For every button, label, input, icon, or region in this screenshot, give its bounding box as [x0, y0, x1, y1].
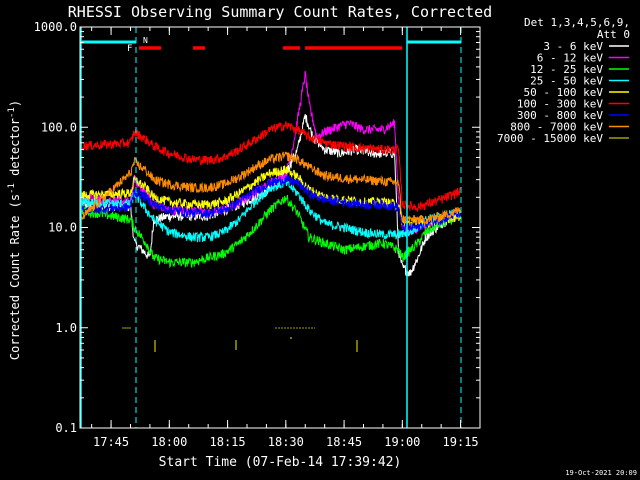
- y-tick-label-0: 1000.0: [34, 20, 77, 34]
- series-line-3: [79, 178, 461, 243]
- y-axis-label-exp1: -1: [7, 183, 17, 194]
- legend-label-5: 100 - 300 keV: [517, 98, 603, 111]
- plot-area: FN: [79, 26, 481, 429]
- data-traces: [79, 70, 461, 277]
- x-tick-label-4: 18:45: [326, 435, 362, 449]
- series-line-6: [79, 175, 461, 233]
- chart-title: RHESSI Observing Summary Count Rates, Co…: [68, 3, 492, 21]
- y-axis-label-exp2: -1: [7, 107, 17, 118]
- legend-label-8: 7000 - 15000 keV: [497, 132, 603, 145]
- overlays: FN: [80, 27, 462, 428]
- x-tick-label-0: 17:45: [93, 435, 129, 449]
- x-axis: 17:45 18:00 18:15 18:30 18:45 19:00 19:15: [91, 27, 481, 449]
- legend-label-3: 25 - 50 keV: [530, 75, 603, 88]
- y-axis-label: Corrected Count Rate (s-1 detector-1): [7, 100, 22, 360]
- y-axis-label-mid: detector: [8, 118, 22, 183]
- x-axis-label: Start Time (07-Feb-14 17:39:42): [159, 455, 402, 470]
- legend-label-6: 300 - 800 keV: [517, 109, 603, 122]
- legend-label-0: 3 - 6 keV: [543, 40, 603, 53]
- y-axis: 1000.0 100.0 10.0 1.0 0.1: [34, 20, 480, 435]
- x-tick-label-3: 18:30: [268, 435, 304, 449]
- datestamp: 19-Oct-2021 20:09: [565, 469, 637, 477]
- legend-label-7: 800 - 7000 keV: [510, 121, 603, 134]
- y-axis-label-end: ): [8, 100, 22, 107]
- legend-label-1: 6 - 12 keV: [537, 52, 604, 65]
- x-tick-label-6: 19:15: [443, 435, 479, 449]
- legend-header-line2: Att 0: [597, 28, 630, 41]
- x-tick-label-2: 18:15: [210, 435, 246, 449]
- x-tick-label-1: 18:00: [151, 435, 187, 449]
- y-tick-label-4: 0.1: [55, 421, 77, 435]
- series-line-2: [79, 194, 461, 269]
- legend-label-4: 50 - 100 keV: [524, 86, 604, 99]
- y-tick-label-3: 1.0: [55, 321, 77, 335]
- legend-label-2: 12 - 25 keV: [530, 63, 603, 76]
- legend-header-line1: Det 1,3,4,5,6,9,: [524, 16, 630, 29]
- flag-letter-f: F: [127, 44, 132, 54]
- series-line-7: [79, 151, 461, 227]
- flag-letter-n: N: [143, 36, 148, 45]
- series-line-5: [79, 121, 461, 212]
- x-tick-label-5: 19:00: [384, 435, 420, 449]
- y-tick-label-2: 10.0: [48, 221, 77, 235]
- y-axis-label-main: Corrected Count Rate (s: [8, 194, 22, 360]
- y-tick-label-1: 100.0: [41, 120, 77, 134]
